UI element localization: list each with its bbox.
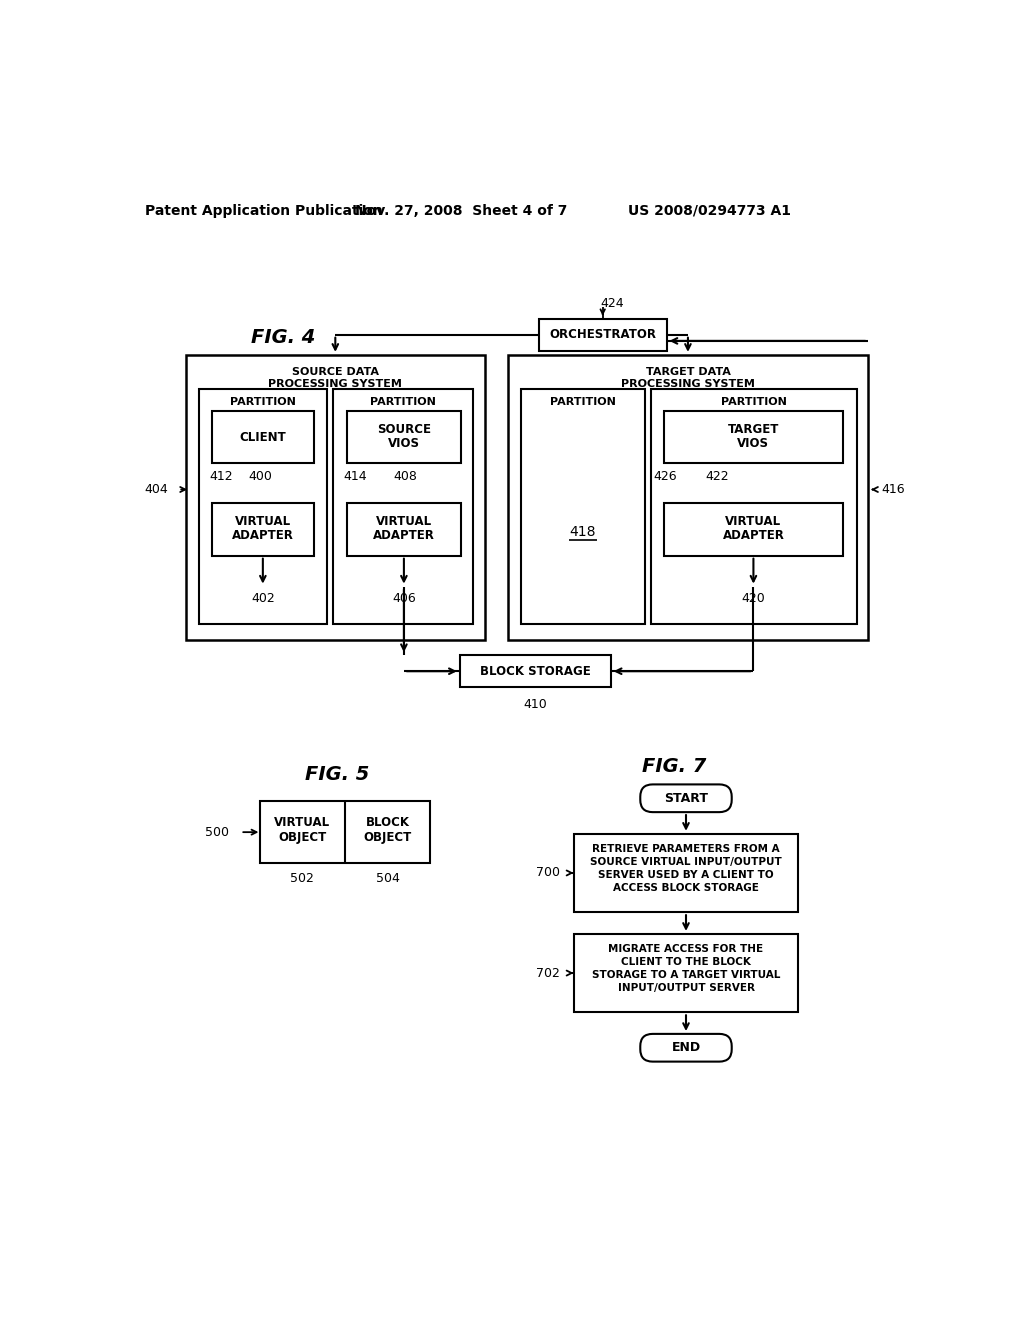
Text: VIOS: VIOS bbox=[737, 437, 769, 450]
Text: VIRTUAL: VIRTUAL bbox=[376, 515, 432, 528]
Text: BLOCK STORAGE: BLOCK STORAGE bbox=[480, 665, 591, 677]
Text: CLIENT TO THE BLOCK: CLIENT TO THE BLOCK bbox=[622, 957, 751, 968]
Text: PROCESSING SYSTEM: PROCESSING SYSTEM bbox=[268, 379, 402, 389]
Bar bbox=[508, 355, 868, 640]
Bar bbox=[200, 389, 328, 624]
Text: Nov. 27, 2008  Sheet 4 of 7: Nov. 27, 2008 Sheet 4 of 7 bbox=[355, 203, 567, 218]
Text: 412: 412 bbox=[209, 470, 233, 483]
Text: 500: 500 bbox=[205, 825, 228, 838]
Text: ACCESS BLOCK STORAGE: ACCESS BLOCK STORAGE bbox=[613, 883, 759, 894]
Bar bbox=[573, 834, 799, 912]
Text: 408: 408 bbox=[393, 470, 417, 483]
Text: INPUT/OUTPUT SERVER: INPUT/OUTPUT SERVER bbox=[617, 983, 755, 994]
Text: 410: 410 bbox=[523, 698, 547, 711]
Text: VIRTUAL: VIRTUAL bbox=[274, 816, 331, 829]
Text: 416: 416 bbox=[882, 483, 905, 496]
Text: 402: 402 bbox=[251, 591, 274, 605]
Text: SOURCE DATA: SOURCE DATA bbox=[292, 367, 379, 376]
Bar bbox=[212, 503, 314, 556]
Text: BLOCK: BLOCK bbox=[366, 816, 410, 829]
Bar bbox=[665, 411, 843, 463]
Text: PARTITION: PARTITION bbox=[230, 397, 296, 407]
Text: STORAGE TO A TARGET VIRTUAL: STORAGE TO A TARGET VIRTUAL bbox=[592, 970, 780, 981]
Text: 422: 422 bbox=[706, 470, 729, 483]
Text: 418: 418 bbox=[569, 525, 596, 539]
Text: TARGET: TARGET bbox=[728, 422, 779, 436]
Text: TARGET DATA: TARGET DATA bbox=[645, 367, 730, 376]
Bar bbox=[346, 503, 461, 556]
Text: 400: 400 bbox=[248, 470, 272, 483]
Text: VIRTUAL: VIRTUAL bbox=[234, 515, 291, 528]
Bar bbox=[334, 389, 473, 624]
Text: END: END bbox=[672, 1041, 700, 1055]
Text: VIRTUAL: VIRTUAL bbox=[725, 515, 781, 528]
Text: FIG. 7: FIG. 7 bbox=[642, 758, 707, 776]
Text: OBJECT: OBJECT bbox=[279, 832, 327, 843]
Text: PROCESSING SYSTEM: PROCESSING SYSTEM bbox=[621, 379, 755, 389]
Text: 702: 702 bbox=[536, 966, 560, 979]
Text: RETRIEVE PARAMETERS FROM A: RETRIEVE PARAMETERS FROM A bbox=[592, 843, 780, 854]
Text: OBJECT: OBJECT bbox=[364, 832, 412, 843]
Text: SOURCE VIRTUAL INPUT/OUTPUT: SOURCE VIRTUAL INPUT/OUTPUT bbox=[590, 857, 782, 867]
Text: 700: 700 bbox=[536, 866, 560, 879]
Text: SERVER USED BY A CLIENT TO: SERVER USED BY A CLIENT TO bbox=[598, 870, 774, 880]
Bar bbox=[665, 503, 843, 556]
Text: 404: 404 bbox=[144, 483, 168, 496]
FancyBboxPatch shape bbox=[640, 784, 732, 812]
Text: SOURCE: SOURCE bbox=[377, 422, 431, 436]
Text: 420: 420 bbox=[741, 591, 765, 605]
Text: PARTITION: PARTITION bbox=[371, 397, 436, 407]
Bar bbox=[186, 355, 484, 640]
Text: Patent Application Publication: Patent Application Publication bbox=[144, 203, 383, 218]
Text: PARTITION: PARTITION bbox=[721, 397, 786, 407]
Bar bbox=[539, 318, 667, 351]
Text: FIG. 4: FIG. 4 bbox=[251, 329, 315, 347]
Text: VIOS: VIOS bbox=[388, 437, 420, 450]
Bar bbox=[460, 655, 611, 688]
Bar bbox=[521, 389, 645, 624]
Text: ORCHESTRATOR: ORCHESTRATOR bbox=[549, 329, 656, 342]
Text: PARTITION: PARTITION bbox=[550, 397, 615, 407]
Text: START: START bbox=[664, 792, 708, 805]
Text: US 2008/0294773 A1: US 2008/0294773 A1 bbox=[628, 203, 791, 218]
Text: 414: 414 bbox=[343, 470, 367, 483]
Text: 424: 424 bbox=[600, 297, 624, 310]
Bar bbox=[260, 801, 430, 863]
FancyBboxPatch shape bbox=[640, 1034, 732, 1061]
Text: 504: 504 bbox=[376, 871, 399, 884]
Text: ADAPTER: ADAPTER bbox=[723, 529, 784, 543]
Text: MIGRATE ACCESS FOR THE: MIGRATE ACCESS FOR THE bbox=[608, 944, 764, 954]
Text: 426: 426 bbox=[653, 470, 677, 483]
Text: FIG. 5: FIG. 5 bbox=[305, 764, 370, 784]
Bar bbox=[651, 389, 856, 624]
Text: ADAPTER: ADAPTER bbox=[231, 529, 294, 543]
Text: CLIENT: CLIENT bbox=[240, 430, 287, 444]
Bar bbox=[346, 411, 461, 463]
Text: 406: 406 bbox=[392, 591, 416, 605]
Bar bbox=[573, 933, 799, 1012]
Text: 502: 502 bbox=[291, 871, 314, 884]
Text: ADAPTER: ADAPTER bbox=[373, 529, 435, 543]
Bar bbox=[212, 411, 314, 463]
